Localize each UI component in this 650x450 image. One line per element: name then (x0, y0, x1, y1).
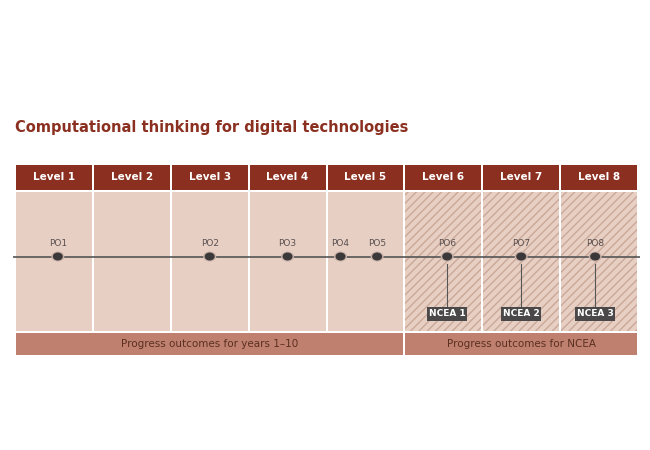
Text: Level 3: Level 3 (188, 172, 231, 183)
Bar (483, 165, 559, 190)
Bar (16, 192, 92, 331)
Text: Level 5: Level 5 (344, 172, 387, 183)
Bar (561, 165, 637, 190)
Bar (561, 192, 637, 331)
Bar (406, 165, 481, 190)
Ellipse shape (203, 252, 216, 261)
Text: NCEA 1: NCEA 1 (429, 310, 465, 319)
Text: NCEA 2: NCEA 2 (503, 310, 540, 319)
Ellipse shape (441, 252, 454, 261)
Ellipse shape (205, 252, 214, 261)
Ellipse shape (334, 252, 347, 261)
Ellipse shape (590, 252, 600, 261)
Ellipse shape (283, 252, 292, 261)
Text: Computational thinking for digital technologies: Computational thinking for digital techn… (15, 120, 408, 135)
Bar (94, 165, 170, 190)
Text: Level 1: Level 1 (33, 172, 75, 183)
Text: Progress outcomes for years 1–10: Progress outcomes for years 1–10 (121, 339, 298, 349)
Ellipse shape (335, 252, 346, 261)
Ellipse shape (370, 252, 383, 261)
Text: Progress outcomes for NCEA: Progress outcomes for NCEA (447, 339, 595, 349)
Ellipse shape (53, 252, 63, 261)
Bar (501, 307, 541, 321)
Bar (16, 333, 404, 355)
Bar (328, 165, 404, 190)
Text: Level 2: Level 2 (111, 172, 153, 183)
Text: Level 6: Level 6 (422, 172, 464, 183)
Bar (561, 192, 637, 331)
Ellipse shape (589, 252, 602, 261)
Bar (172, 192, 248, 331)
Bar (483, 192, 559, 331)
Text: PO3: PO3 (278, 238, 296, 248)
Ellipse shape (515, 252, 528, 261)
Bar (427, 307, 467, 321)
Bar (483, 192, 559, 331)
Text: PO4: PO4 (332, 238, 350, 248)
Bar (250, 165, 326, 190)
Ellipse shape (372, 252, 382, 261)
Bar (16, 165, 92, 190)
Ellipse shape (442, 252, 452, 261)
Bar (172, 165, 248, 190)
Text: NCEA 3: NCEA 3 (577, 310, 614, 319)
Ellipse shape (281, 252, 294, 261)
Text: Level 7: Level 7 (500, 172, 542, 183)
Bar (575, 307, 615, 321)
Bar (94, 192, 170, 331)
Bar (328, 192, 404, 331)
Text: PO6: PO6 (438, 238, 456, 248)
Text: PO8: PO8 (586, 238, 605, 248)
Text: PO5: PO5 (368, 238, 386, 248)
Text: PO2: PO2 (201, 238, 218, 248)
Text: Level 4: Level 4 (266, 172, 309, 183)
Text: Level 8: Level 8 (578, 172, 620, 183)
Text: PO7: PO7 (512, 238, 530, 248)
Text: PO1: PO1 (49, 238, 67, 248)
Bar (250, 192, 326, 331)
Bar (406, 192, 481, 331)
Ellipse shape (51, 252, 64, 261)
Ellipse shape (516, 252, 526, 261)
Bar (406, 333, 637, 355)
Bar (406, 192, 481, 331)
